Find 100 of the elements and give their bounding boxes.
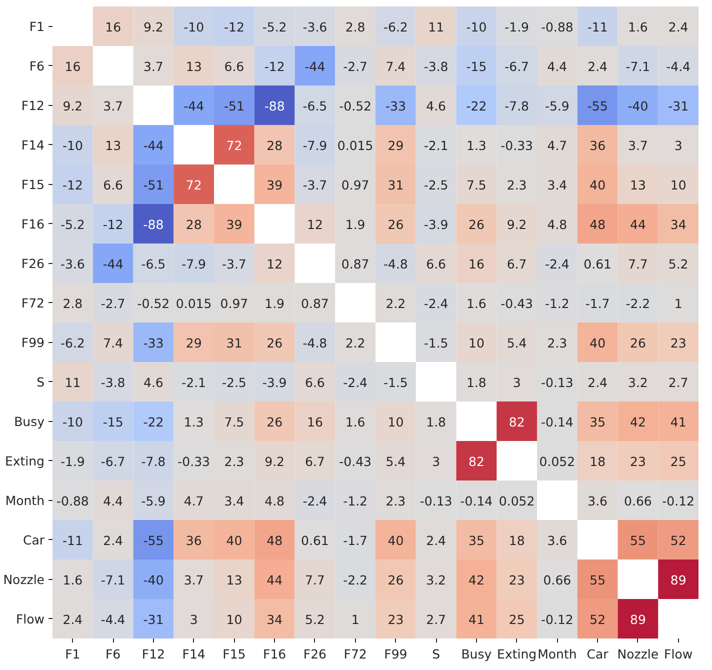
data-label: 82 <box>468 454 484 469</box>
data-label: 1.9 <box>264 296 285 311</box>
data-label: -2.2 <box>626 296 650 311</box>
data-label: 5.4 <box>386 454 406 469</box>
data-label: 55 <box>630 532 646 548</box>
data-label: -0.12 <box>662 493 694 508</box>
x-tick-label: F15 <box>222 646 246 662</box>
data-label: 28 <box>266 138 283 153</box>
data-label: -4.8 <box>302 335 328 350</box>
data-label: -2.5 <box>222 374 246 390</box>
data-label: 28 <box>186 216 202 232</box>
data-label: -6.2 <box>60 335 85 350</box>
data-label: 6.6 <box>305 374 325 390</box>
data-label: -55 <box>143 532 164 548</box>
data-label: 34 <box>670 216 686 232</box>
data-label: 23 <box>670 335 686 350</box>
data-label: -44 <box>143 138 164 153</box>
data-label: -44 <box>184 98 204 114</box>
data-label: 23 <box>508 572 525 588</box>
data-label: 3.7 <box>184 572 204 588</box>
data-label: 6.7 <box>506 256 527 272</box>
data-label: -4.4 <box>100 612 126 627</box>
y-tick-label: Exting <box>4 453 45 468</box>
data-label: 5.4 <box>506 335 527 350</box>
x-tick-label: S <box>432 646 440 662</box>
data-label: -12 <box>102 216 124 232</box>
data-label: -1.5 <box>424 335 448 350</box>
data-label: 6.6 <box>103 177 124 192</box>
data-label: 18 <box>590 454 606 469</box>
data-label: 2.4 <box>103 532 124 548</box>
data-label: 3 <box>674 138 682 153</box>
data-label: 0.052 <box>498 493 535 508</box>
x-tick-label: Car <box>586 646 610 662</box>
data-label: 4.6 <box>144 374 164 390</box>
data-label: -0.52 <box>137 296 170 311</box>
data-label: 25 <box>508 612 525 627</box>
x-tick-label: F14 <box>182 646 206 662</box>
data-label: 6.6 <box>224 58 244 74</box>
data-label: 11 <box>428 19 444 34</box>
x-tick-label: F12 <box>142 646 165 662</box>
data-label: 2.4 <box>588 58 608 74</box>
data-label: -1.9 <box>504 19 530 34</box>
data-label: 16 <box>105 19 122 34</box>
data-label: 18 <box>508 532 525 548</box>
data-label: -11 <box>587 19 608 34</box>
data-label: 3 <box>432 454 440 469</box>
y-tick-label: Busy <box>14 414 46 429</box>
y-tick-label: S <box>36 374 45 390</box>
data-label: -40 <box>628 98 648 114</box>
data-label: -10 <box>466 19 487 34</box>
data-label: 0.61 <box>584 256 612 272</box>
data-label: 1.8 <box>426 414 446 430</box>
data-label: -31 <box>143 612 164 627</box>
data-label: 3.4 <box>224 493 244 508</box>
data-label: -3.9 <box>424 216 448 232</box>
data-label: 26 <box>266 414 283 430</box>
data-label: 1 <box>351 612 360 627</box>
x-tick-label: F16 <box>263 646 286 662</box>
data-label: 9.2 <box>506 216 527 232</box>
data-label: 10 <box>226 612 242 627</box>
data-label: 9.2 <box>62 98 83 114</box>
x-tick-label: F99 <box>384 646 408 662</box>
data-label: -1.5 <box>383 374 408 390</box>
data-label: 82 <box>508 414 525 430</box>
data-label: 7.5 <box>466 177 486 192</box>
data-label: -3.6 <box>302 19 328 34</box>
y-tick-label: F6 <box>29 58 45 74</box>
data-label: -88 <box>264 98 285 114</box>
data-label: -12 <box>62 177 83 192</box>
data-label: -0.14 <box>541 414 574 430</box>
data-label: 2.2 <box>345 335 366 350</box>
data-label: 25 <box>670 454 686 469</box>
data-label: -88 <box>143 216 164 232</box>
data-label: -5.2 <box>60 216 85 232</box>
data-label: 52 <box>590 612 606 627</box>
data-label: -4.4 <box>666 58 691 74</box>
data-label: -33 <box>385 98 406 114</box>
data-label: 26 <box>630 335 646 350</box>
data-label: 42 <box>630 414 646 430</box>
data-label: 16 <box>468 256 484 272</box>
y-tick-label: F15 <box>21 176 45 192</box>
data-label: -3.7 <box>222 256 246 272</box>
data-label: 7.4 <box>103 335 124 350</box>
data-label: 1.8 <box>466 374 486 390</box>
data-label: 0.015 <box>176 296 212 311</box>
data-label: -4.8 <box>383 256 408 272</box>
data-label: -10 <box>62 414 83 430</box>
data-label: 3.2 <box>628 374 648 390</box>
data-label: -33 <box>143 335 164 350</box>
data-label: -0.43 <box>339 454 372 469</box>
data-label: 26 <box>388 572 404 588</box>
data-label: -0.43 <box>500 296 533 311</box>
data-label: -2.1 <box>424 138 448 153</box>
data-label: -44 <box>102 256 124 272</box>
data-label: 48 <box>590 216 606 232</box>
data-label: -0.13 <box>420 493 452 508</box>
data-label: -12 <box>264 58 285 74</box>
data-label: 2.8 <box>345 19 366 34</box>
data-label: 2.4 <box>668 19 688 34</box>
data-label: -2.4 <box>302 493 328 508</box>
